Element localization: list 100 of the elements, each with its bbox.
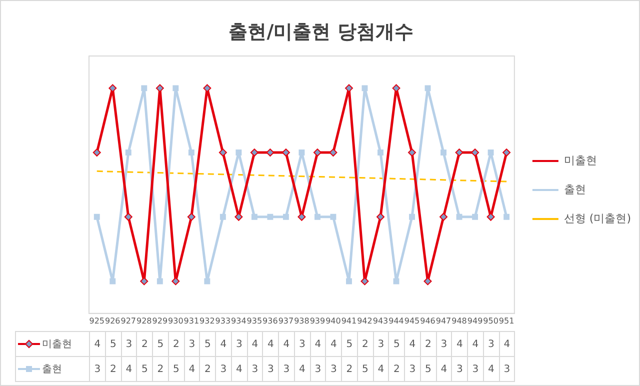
data-label: 2 — [420, 332, 436, 356]
point — [218, 148, 227, 157]
point — [488, 150, 494, 156]
x-tick-label: 940 — [326, 316, 341, 326]
point — [502, 148, 511, 157]
point — [314, 214, 320, 220]
x-tick-label: 939 — [310, 316, 326, 326]
data-label: 3 — [247, 356, 263, 382]
data-label: 3 — [404, 356, 420, 382]
x-tick-label: 935 — [246, 316, 262, 326]
data-label: 5 — [152, 332, 168, 356]
x-tick-label: 938 — [294, 316, 310, 326]
data-label: 3 — [121, 332, 137, 356]
data-label: 3 — [483, 332, 499, 356]
data-label: 3 — [373, 332, 389, 356]
data-label: 4 — [216, 332, 232, 356]
data-label: 5 — [168, 356, 184, 382]
data-label: 3 — [499, 356, 515, 382]
point — [313, 148, 322, 157]
data-label: 3 — [294, 332, 310, 356]
data-label: 3 — [216, 356, 232, 382]
data-label: 4 — [278, 332, 294, 356]
data-label: 4 — [247, 332, 263, 356]
point — [471, 148, 480, 157]
point — [282, 148, 290, 157]
point — [456, 214, 462, 220]
data-label: 3 — [452, 356, 468, 382]
data-label: 2 — [357, 332, 373, 356]
x-tick-label: 949 — [467, 316, 483, 326]
point — [362, 85, 368, 92]
x-tick-label: 933 — [215, 316, 231, 326]
point — [92, 148, 101, 157]
chart-title: 출현/미출현 당첨개수 — [228, 20, 414, 45]
x-tick-label: 951 — [498, 316, 514, 326]
point — [141, 85, 148, 92]
data-label: 2 — [388, 356, 404, 382]
point — [298, 150, 305, 156]
point — [346, 278, 352, 284]
data-label: 4 — [404, 332, 420, 356]
x-tick-label: 930 — [168, 316, 184, 326]
x-tick-label: 937 — [278, 316, 294, 326]
data-label: 5 — [200, 332, 216, 356]
x-tick-label: 927 — [120, 316, 136, 326]
legend-label: 출현 — [564, 182, 586, 196]
point — [282, 214, 289, 220]
text: 미출현 — [42, 339, 72, 350]
x-tick-label: 932 — [200, 316, 215, 326]
point — [472, 214, 478, 220]
point — [250, 148, 258, 157]
data-label: 2 — [105, 356, 121, 382]
point — [251, 214, 258, 220]
point — [408, 148, 416, 157]
x-tick-label: 945 — [404, 316, 420, 326]
point — [236, 150, 242, 156]
data-label: 4 — [452, 332, 468, 356]
x-tick-label: 950 — [483, 316, 498, 326]
point — [172, 277, 180, 286]
data-label: 5 — [357, 356, 373, 382]
data-label: 4 — [436, 356, 452, 382]
data-label: 4 — [468, 332, 484, 356]
data-label: 2 — [168, 332, 184, 356]
point — [440, 212, 448, 221]
data-label: 3 — [231, 332, 247, 356]
data-label: 4 — [184, 356, 200, 382]
data-label: 4 — [262, 332, 278, 356]
point — [424, 85, 431, 92]
point — [94, 214, 100, 220]
point — [360, 277, 369, 286]
data-label: 4 — [231, 356, 247, 382]
point — [267, 214, 274, 220]
data-label: 5 — [420, 356, 436, 382]
point — [187, 212, 196, 221]
data-label: 4 — [90, 332, 106, 356]
legend-label: 선형 (미출현) — [564, 212, 632, 225]
point — [204, 278, 210, 284]
x-tick-label: 929 — [152, 316, 168, 326]
data-label: 5 — [136, 356, 152, 382]
data-label: 3 — [184, 332, 200, 356]
x-tick-label: 934 — [231, 316, 246, 326]
point — [504, 214, 510, 220]
point — [220, 214, 226, 220]
x-tick-label: 928 — [136, 316, 152, 326]
data-label: 5 — [342, 332, 358, 356]
point — [266, 148, 274, 157]
data-label: 3 — [262, 356, 278, 382]
x-tick-label: 926 — [104, 316, 120, 326]
data-label: 4 — [310, 332, 326, 356]
point — [330, 214, 336, 220]
legend-label: 미출현 — [564, 154, 597, 167]
data-label: 4 — [373, 356, 389, 382]
point — [378, 150, 384, 156]
text: 출현 — [42, 364, 62, 375]
x-tick-label: 946 — [420, 316, 436, 326]
x-tick-label: 943 — [372, 316, 388, 326]
point — [376, 212, 384, 221]
data-label: 4 — [326, 332, 342, 356]
x-tick-label: 936 — [262, 316, 278, 326]
data-label: 4 — [294, 356, 310, 382]
x-tick-label: 942 — [357, 316, 372, 326]
point — [440, 150, 446, 156]
